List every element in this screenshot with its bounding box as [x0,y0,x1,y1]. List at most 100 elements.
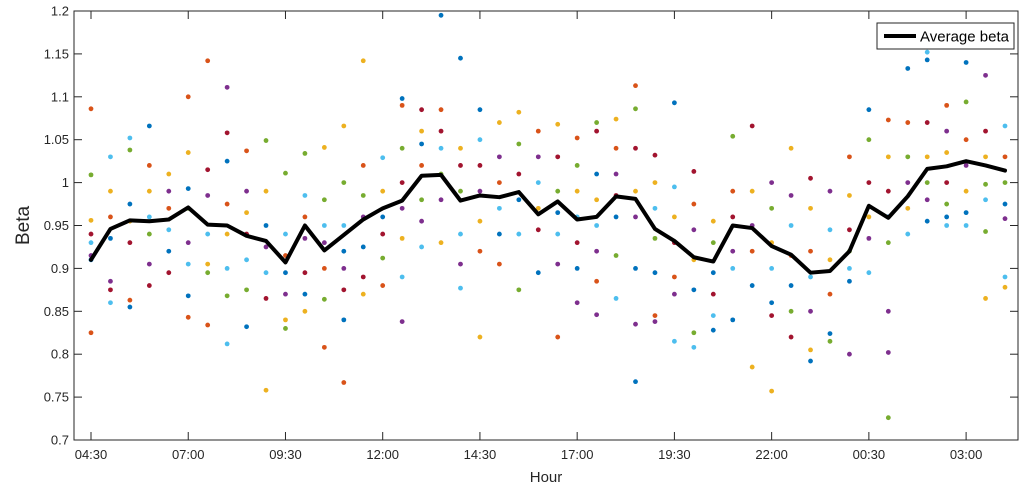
scatter-point [283,326,288,331]
scatter-point [321,240,327,246]
scatter-point [419,107,424,113]
scatter-point [555,231,561,237]
scatter-point [827,227,833,233]
scatter-point [652,270,658,276]
scatter-point [360,291,366,297]
scatter-point [341,123,347,129]
scatter-point [905,180,911,186]
scatter-point [827,338,833,344]
scatter-point [613,296,619,301]
scatter-point [788,145,794,151]
scatter-point [1002,274,1008,280]
scatter-point [88,330,94,336]
scatter-point [419,244,424,250]
average-beta-line [89,159,1007,275]
scatter-point [963,60,969,65]
scatter-point [574,300,580,306]
scatter-point [108,214,113,220]
scatter-point [808,347,813,353]
scatter-point [516,109,522,115]
scatter-point [458,55,463,61]
scatter-point [477,188,483,194]
scatter-point [827,331,833,337]
scatter-point [944,102,950,108]
scatter-point [244,324,249,330]
scatter-point [224,266,230,271]
scatter-point [652,152,658,158]
scatter-point [516,287,522,293]
scatter-point [88,106,94,112]
scatter-point [672,338,677,344]
scatter-point [244,188,249,194]
scatter-point [983,229,988,234]
scatter-point [633,145,638,151]
scatter-point [633,83,638,89]
scatter-point [652,205,658,211]
scatter-point [633,379,638,385]
scatter-point [905,66,911,71]
scatter-point [944,223,950,228]
scatter-point [224,341,230,347]
scatter-point [672,291,677,297]
scatter-point [438,12,444,18]
scatter-point [146,163,152,168]
scatter-point [847,351,852,357]
scatter-point [594,171,600,177]
scatter-point [613,214,619,220]
scatter-point [788,283,794,288]
scatter-point [166,248,172,254]
scatter-point [263,244,269,250]
scatter-point [710,291,716,297]
scatter-point [983,296,988,301]
scatter-point [224,158,230,164]
scatter-point [399,102,405,108]
scatter-point [749,123,755,129]
scatter-point [574,163,580,168]
scatter-point [108,287,113,293]
scatter-point [166,205,172,211]
scatter-point [885,240,891,246]
scatter-point [924,154,930,160]
scatter-point [458,163,463,168]
scatter-point [788,193,794,198]
scatter-point [672,184,677,190]
scatter-point [866,137,872,143]
scatter-point [88,217,94,223]
x-tick-label: 04:30 [75,447,108,462]
scatter-point [399,205,405,211]
scatter-point [769,180,775,186]
scatter-point [516,231,522,237]
scatter-point [944,201,950,207]
scatter-point [185,186,191,192]
scatter-point [108,188,113,194]
scatter-point [127,147,133,153]
scatter-point [924,180,930,186]
scatter-point [399,96,405,101]
scatter-point [380,214,386,220]
scatter-point [146,214,152,220]
x-tick-label: 17:00 [561,447,594,462]
scatter-point [205,58,211,64]
scatter-point [1002,123,1008,129]
scatter-point [224,293,230,299]
scatter-point [769,205,775,211]
scatter-point [477,248,483,254]
scatter-point [885,117,891,123]
scatter-point [477,218,483,224]
scatter-point [108,235,113,241]
scatter-point [244,148,249,154]
x-axis-title: Hour [530,469,563,486]
scatter-point [341,180,347,186]
scatter-point [574,266,580,271]
scatter-point [224,231,230,237]
scatter-point [613,171,619,177]
scatter-point [555,154,561,160]
scatter-point [496,205,502,211]
scatter-points [88,12,1008,421]
scatter-point [730,317,736,323]
scatter-point [185,293,191,299]
scatter-point [166,171,172,177]
scatter-point [380,283,386,288]
x-tick-label: 07:00 [172,447,205,462]
